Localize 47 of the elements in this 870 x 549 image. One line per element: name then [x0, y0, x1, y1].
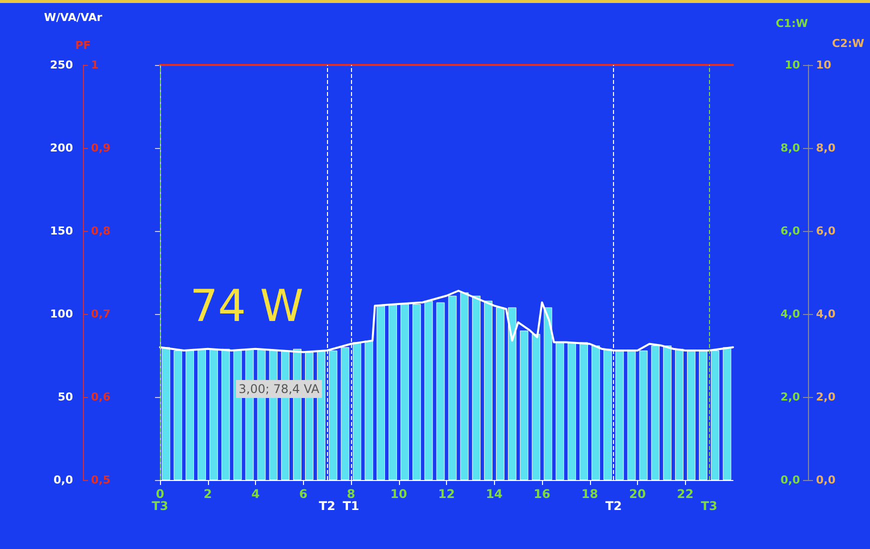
y-axis-title: W/VA/VAr	[44, 11, 102, 24]
y3-tick-label: 0,0	[780, 474, 800, 486]
x-tick-label: 16	[534, 487, 550, 501]
text: 0,0	[816, 474, 836, 486]
x-tick-label: 10	[390, 487, 408, 501]
y3-tick-label: 6,0	[780, 224, 800, 238]
text: 2,0	[816, 390, 836, 404]
x-tick-label: 4	[251, 487, 260, 501]
x-tick-label: 2	[204, 487, 212, 501]
x-tick-label: 20	[629, 487, 646, 501]
text: 4,0	[816, 308, 836, 320]
y3-tick-label: 4,0	[780, 308, 800, 320]
text: 8,0	[816, 142, 836, 154]
y2-tick-label: 0,5	[91, 474, 110, 486]
y3-tick-label: 8,0	[780, 142, 800, 154]
annotation: 74 W	[190, 281, 304, 332]
text: C2:W	[832, 37, 864, 50]
y3-tick-label: 10	[784, 58, 800, 72]
x-tick-label: 12	[438, 487, 455, 501]
y-tick-label: 200	[50, 142, 74, 154]
y-tick-label: 250	[50, 58, 74, 72]
y-tick-label: 50	[58, 390, 74, 404]
y-tick-label: 150	[50, 224, 74, 238]
ref-line-label: T3	[152, 499, 168, 513]
ref-line-label: T3	[700, 499, 718, 513]
y2-tick-label: 0,6	[91, 390, 111, 404]
x-tick-label: 8	[346, 487, 356, 501]
y3-axis-title: C1:W	[776, 17, 808, 30]
x-tick-label: 18	[581, 487, 598, 501]
x-tick-label: 0	[156, 487, 164, 501]
y-tick-label: 0,0	[54, 474, 74, 486]
y2-axis-title: PF	[75, 39, 91, 52]
y2-tick-label: 0,8	[91, 224, 110, 238]
x-tick-label: 22	[676, 487, 694, 501]
y-tick-label: 100	[50, 308, 74, 320]
x-tick-label: 14	[486, 487, 503, 501]
y2-tick-label: 0,9	[91, 142, 110, 154]
y2-tick-label: 1	[91, 58, 99, 72]
ref-line-label: T2	[318, 499, 336, 513]
text: 10	[816, 58, 832, 72]
y3-tick-label: 2,0	[780, 390, 800, 404]
ref-line-label: T2	[605, 499, 622, 513]
text: 6,0	[816, 224, 836, 238]
x-tick-label: 6	[299, 487, 308, 501]
annotation: 3,00; 78,4 VA	[236, 380, 322, 398]
y2-tick-label: 0,7	[91, 308, 110, 320]
ref-line-label: T1	[342, 499, 360, 513]
